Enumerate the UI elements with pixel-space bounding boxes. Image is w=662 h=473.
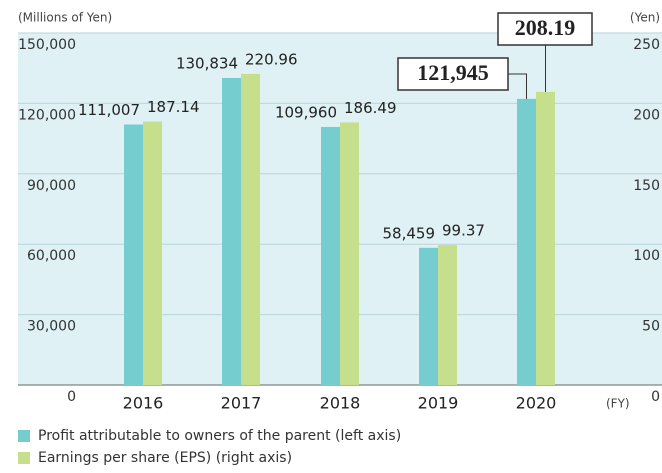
bar — [517, 98, 536, 386]
x-axis-label: (FY) — [606, 397, 630, 411]
x-tick-label: 2016 — [123, 394, 164, 413]
bar — [438, 245, 457, 385]
value-label: 186.49 — [344, 99, 397, 117]
value-label: 121,945 — [417, 60, 489, 85]
y-tick-label: 90,000 — [27, 178, 76, 194]
y-tick-label: 60,000 — [27, 248, 76, 264]
y-tick-label: 0 — [67, 389, 76, 405]
x-tick-label: 2019 — [418, 394, 459, 413]
legend-swatch — [18, 452, 30, 464]
value-label: 99.37 — [442, 222, 485, 240]
y2-axis-label: (Yen) — [630, 11, 660, 25]
y-tick-label: 120,000 — [18, 107, 76, 123]
label-box — [497, 12, 593, 46]
y2-tick-label: 200 — [633, 107, 660, 123]
leader-line — [508, 73, 527, 99]
value-label: 109,960 — [275, 103, 337, 121]
bar — [143, 121, 162, 385]
value-label: 208.19 — [515, 15, 576, 40]
bar — [222, 77, 241, 386]
legend-swatch — [18, 430, 30, 442]
value-label: 111,007 — [78, 101, 140, 119]
y2-tick-label: 50 — [642, 319, 660, 335]
bar — [124, 124, 143, 385]
y-axis-label: (Millions of Yen) — [18, 11, 112, 25]
y2-tick-label: 0 — [651, 389, 660, 405]
value-label: 187.14 — [147, 98, 200, 116]
bar — [321, 126, 340, 385]
value-label: 58,459 — [383, 224, 436, 242]
y2-tick-label: 150 — [633, 178, 660, 194]
y-tick-label: 30,000 — [27, 319, 76, 335]
value-label: 130,834 — [176, 54, 238, 72]
legend-label: Earnings per share (EPS) (right axis) — [38, 450, 292, 466]
bar — [340, 122, 359, 385]
bar — [536, 91, 555, 386]
y2-tick-label: 100 — [633, 248, 660, 264]
y-tick-label: 150,000 — [18, 37, 76, 53]
x-tick-label: 2020 — [516, 394, 557, 413]
y2-tick-label: 250 — [633, 37, 660, 53]
x-tick-label: 2018 — [320, 394, 361, 413]
x-tick-label: 2017 — [221, 394, 262, 413]
value-label: 220.96 — [245, 50, 298, 68]
bar — [241, 73, 260, 386]
bar — [419, 247, 438, 385]
label-box — [397, 57, 509, 91]
legend-label: Profit attributable to owners of the par… — [38, 428, 401, 444]
